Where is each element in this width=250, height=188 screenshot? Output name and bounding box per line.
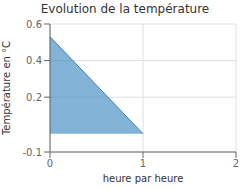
svg-text:-0.1: -0.1 xyxy=(22,147,42,158)
html-text:Evolution de la température: Evolution de la température xyxy=(40,2,210,16)
svg-text:0: 0 xyxy=(47,158,53,169)
svg-text:heure par heure: heure par heure xyxy=(103,173,184,184)
svg-text:0.4: 0.4 xyxy=(26,55,42,66)
svg-text:Température en °C: Température en °C xyxy=(8,41,12,136)
svg-text:1: 1 xyxy=(140,158,146,169)
svg-text:2: 2 xyxy=(233,158,239,169)
svg-text:0.2: 0.2 xyxy=(26,92,42,103)
svg-text:0.6: 0.6 xyxy=(26,19,42,30)
